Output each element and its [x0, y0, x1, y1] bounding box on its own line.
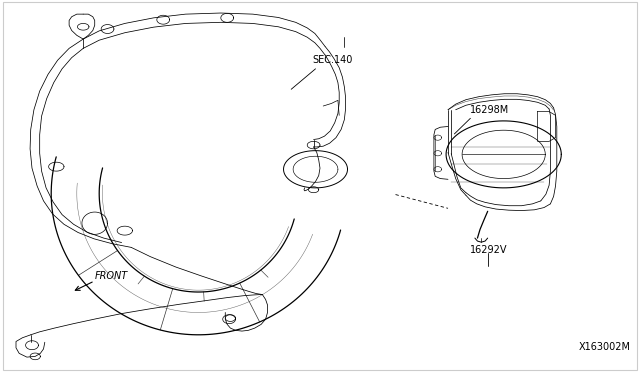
Text: 16298M: 16298M: [470, 105, 509, 115]
Text: FRONT: FRONT: [95, 271, 128, 281]
Text: 16292V: 16292V: [470, 245, 508, 255]
Text: SEC.140: SEC.140: [312, 55, 353, 65]
Text: X163002M: X163002M: [579, 341, 630, 352]
